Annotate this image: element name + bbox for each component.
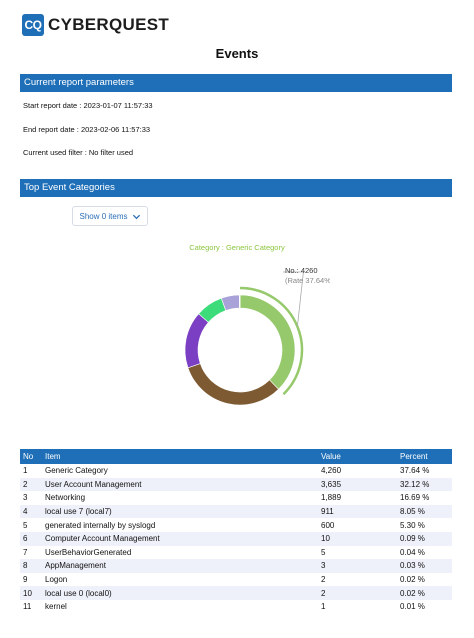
cell-value: 3 xyxy=(318,559,397,573)
chevron-down-icon xyxy=(132,214,140,219)
highlight-count: No.: 4260 xyxy=(285,266,318,275)
cell-item: Generic Category xyxy=(45,466,108,476)
cell-no: 6 xyxy=(20,531,42,546)
cell-item: local use 7 (local7) xyxy=(42,504,318,519)
cell-value: 1 xyxy=(321,602,326,612)
logo-mark: CQ xyxy=(22,14,44,36)
highlight-arc xyxy=(239,286,304,396)
cell-no: 7 xyxy=(23,547,28,557)
table-header-row: No Item Value Percent xyxy=(20,449,452,464)
highlight-rate: (Rate 37.64%) xyxy=(285,276,330,285)
table-row: 8 AppManagement 3 0.03 % xyxy=(20,559,452,573)
cell-item: UserBehaviorGenerated xyxy=(45,547,132,557)
cell-percent: 0.03 % xyxy=(397,559,452,573)
table-row: 7 UserBehaviorGenerated 5 0.04 % xyxy=(20,546,452,560)
cell-percent: 0.01 % xyxy=(400,602,425,612)
section-header-categories: Top Event Categories xyxy=(20,179,452,197)
donut-slice-3[interactable] xyxy=(184,313,209,369)
chart-title: Category : Generic Category xyxy=(189,243,285,252)
donut-slice-2[interactable] xyxy=(187,363,279,406)
logo: CQ CYBERQUEST xyxy=(22,14,169,36)
cell-percent: 16.69 % xyxy=(400,493,430,503)
cell-percent: 5.30 % xyxy=(400,520,425,530)
show-items-dropdown[interactable]: Show 0 items xyxy=(72,206,148,226)
page-title: Events xyxy=(215,46,259,61)
table-row: 9 Logon 2 0.02 % xyxy=(20,573,452,587)
col-header-value: Value xyxy=(318,449,397,464)
cell-value: 5 xyxy=(321,547,326,557)
cell-no: 8 xyxy=(20,559,42,573)
cell-percent: 0.09 % xyxy=(397,531,452,546)
cell-percent: 0.02 % xyxy=(397,586,452,600)
table-row: 6 Computer Account Management 10 0.09 % xyxy=(20,531,452,546)
cell-value: 2 xyxy=(321,575,326,585)
cell-value: 600 xyxy=(321,520,335,530)
table-row: 3 Networking 1,889 16.69 % xyxy=(20,491,452,505)
show-items-label: Show 0 items xyxy=(79,211,128,221)
col-header-percent: Percent xyxy=(397,449,452,464)
cell-no: 10 xyxy=(20,586,42,600)
cell-percent: 0.02 % xyxy=(400,575,425,585)
donut-chart: No.: 4260 (Rate 37.64%) xyxy=(184,266,330,406)
logo-text: CYBERQUEST xyxy=(48,15,170,34)
cell-value: 3,635 xyxy=(318,477,397,492)
section-header-parameters: Current report parameters xyxy=(20,74,452,92)
cell-percent: 32.12 % xyxy=(397,477,452,492)
cell-no: 5 xyxy=(23,520,28,530)
table-row: 2 User Account Management 3,635 32.12 % xyxy=(20,477,452,492)
cell-percent: 8.05 % xyxy=(397,504,452,519)
table-row: 5 generated internally by syslogd 600 5.30… xyxy=(20,518,452,532)
label-leader-line xyxy=(283,271,304,327)
col-header-no: No xyxy=(20,449,42,464)
cell-no: 11 xyxy=(23,602,32,612)
cell-value: 4,260 xyxy=(321,466,342,476)
cell-item: User Account Management xyxy=(42,477,318,492)
cell-item: Computer Account Management xyxy=(42,531,318,546)
cell-value: 10 xyxy=(318,531,397,546)
start-date: Start report date : 2023-01-07 11:57:33 xyxy=(23,101,153,110)
cell-no: 9 xyxy=(23,575,28,585)
cell-no: 1 xyxy=(23,466,28,476)
current-filter: Current used filter : No filter used xyxy=(23,148,134,157)
cell-value: 1,889 xyxy=(321,493,342,503)
cell-percent: 0.04 % xyxy=(400,547,425,557)
cell-item: local use 0 (local0) xyxy=(42,586,318,600)
cell-item: AppManagement xyxy=(42,559,318,573)
table-row: 11 kernel 1 0.01 % xyxy=(20,600,452,614)
cell-item: Logon xyxy=(45,575,68,585)
table-row: 10 local use 0 (local0) 2 0.02 % xyxy=(20,586,452,600)
col-header-item: Item xyxy=(42,449,318,464)
cell-no: 4 xyxy=(20,504,42,519)
cell-item: kernel xyxy=(45,602,67,612)
cell-no: 3 xyxy=(23,493,28,503)
table-row: 1 Generic Category 4,260 37.64 % xyxy=(20,464,452,478)
cell-item: generated internally by syslogd xyxy=(45,520,156,530)
cell-value: 2 xyxy=(318,586,397,600)
cell-value: 911 xyxy=(318,504,397,519)
cell-percent: 37.64 % xyxy=(400,466,430,476)
cell-no: 2 xyxy=(20,477,42,492)
end-date: End report date : 2023-02-06 11:57:33 xyxy=(23,125,151,134)
table-row: 4 local use 7 (local7) 911 8.05 % xyxy=(20,504,452,519)
cell-item: Networking xyxy=(45,493,86,503)
categories-table: No Item Value Percent 1 Generic Category 4… xyxy=(20,449,452,614)
